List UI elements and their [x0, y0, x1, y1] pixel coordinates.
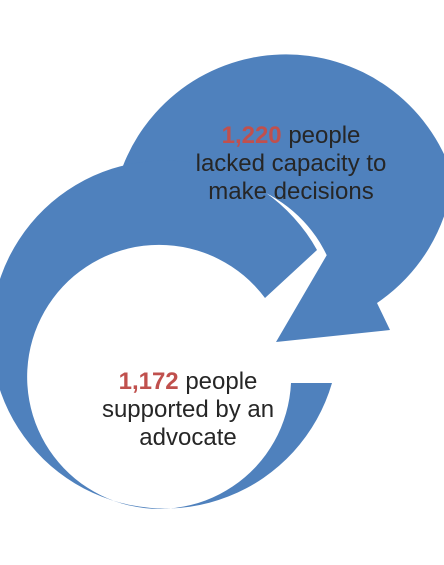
supported-label: 1,172 people supported by an advocate	[70, 368, 306, 452]
supported-line3: advocate	[139, 424, 237, 451]
lacked-capacity-count: 1,220	[221, 122, 282, 149]
lacked-capacity-line3: make decisions	[208, 178, 374, 205]
supported-count: 1,172	[118, 368, 179, 395]
supported-line1: people	[178, 368, 258, 395]
supported-line2: supported by an	[101, 396, 275, 423]
lacked-capacity-line1: people	[281, 122, 361, 149]
lacked-capacity-line2: lacked capacity to	[195, 150, 387, 177]
top-arc	[116, 54, 444, 342]
bottom-arc	[0, 160, 332, 509]
lacked-capacity-label: 1,220 people lacked capacity to make dec…	[160, 122, 422, 206]
